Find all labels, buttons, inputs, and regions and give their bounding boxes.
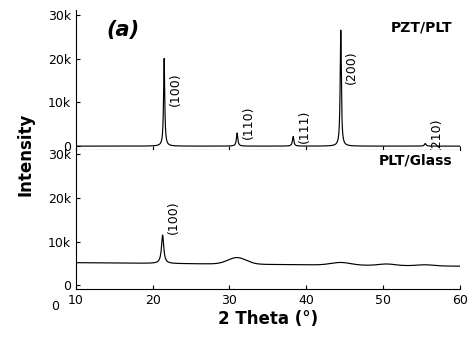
Text: PZT/PLT: PZT/PLT <box>391 20 452 34</box>
Text: (110): (110) <box>242 105 255 139</box>
X-axis label: 2 Theta (°): 2 Theta (°) <box>218 310 318 327</box>
Text: 0: 0 <box>51 300 59 313</box>
Text: (200): (200) <box>346 51 358 84</box>
Text: (111): (111) <box>298 110 311 143</box>
Text: (210): (210) <box>430 117 443 151</box>
Text: (100): (100) <box>167 201 180 234</box>
Text: (100): (100) <box>169 72 182 106</box>
Text: (a): (a) <box>107 20 140 40</box>
Text: PLT/Glass: PLT/Glass <box>378 154 452 168</box>
Text: Intensity: Intensity <box>17 113 35 196</box>
